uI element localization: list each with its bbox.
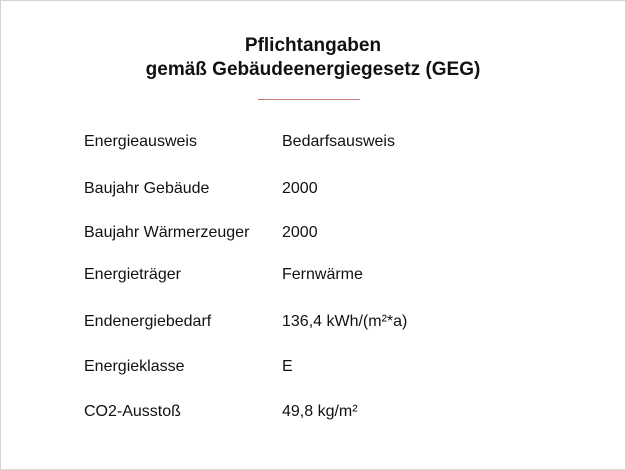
row-label: Energieklasse bbox=[84, 358, 185, 375]
row-value: Bedarfsausweis bbox=[282, 133, 395, 150]
row-label: Energieträger bbox=[84, 266, 181, 283]
row-label: Energieausweis bbox=[84, 133, 197, 150]
row-value: E bbox=[282, 358, 293, 375]
row-value: 2000 bbox=[282, 180, 318, 197]
row-value: 2000 bbox=[282, 224, 318, 241]
title-line-2: gemäß Gebäudeenergiegesetz (GEG) bbox=[145, 59, 481, 80]
row-value: 136,4 kWh/(m²*a) bbox=[282, 313, 408, 330]
title-line-1: Pflichtangaben bbox=[244, 35, 382, 56]
divider bbox=[258, 99, 360, 100]
row-label: CO2-Ausstoß bbox=[84, 403, 181, 420]
row-value: Fernwärme bbox=[282, 266, 363, 283]
row-value: 49,8 kg/m² bbox=[282, 403, 358, 420]
row-label: Baujahr Wärmerzeuger bbox=[84, 224, 250, 241]
row-label: Endenergiebedarf bbox=[84, 313, 212, 330]
row-label: Baujahr Gebäude bbox=[84, 180, 210, 197]
